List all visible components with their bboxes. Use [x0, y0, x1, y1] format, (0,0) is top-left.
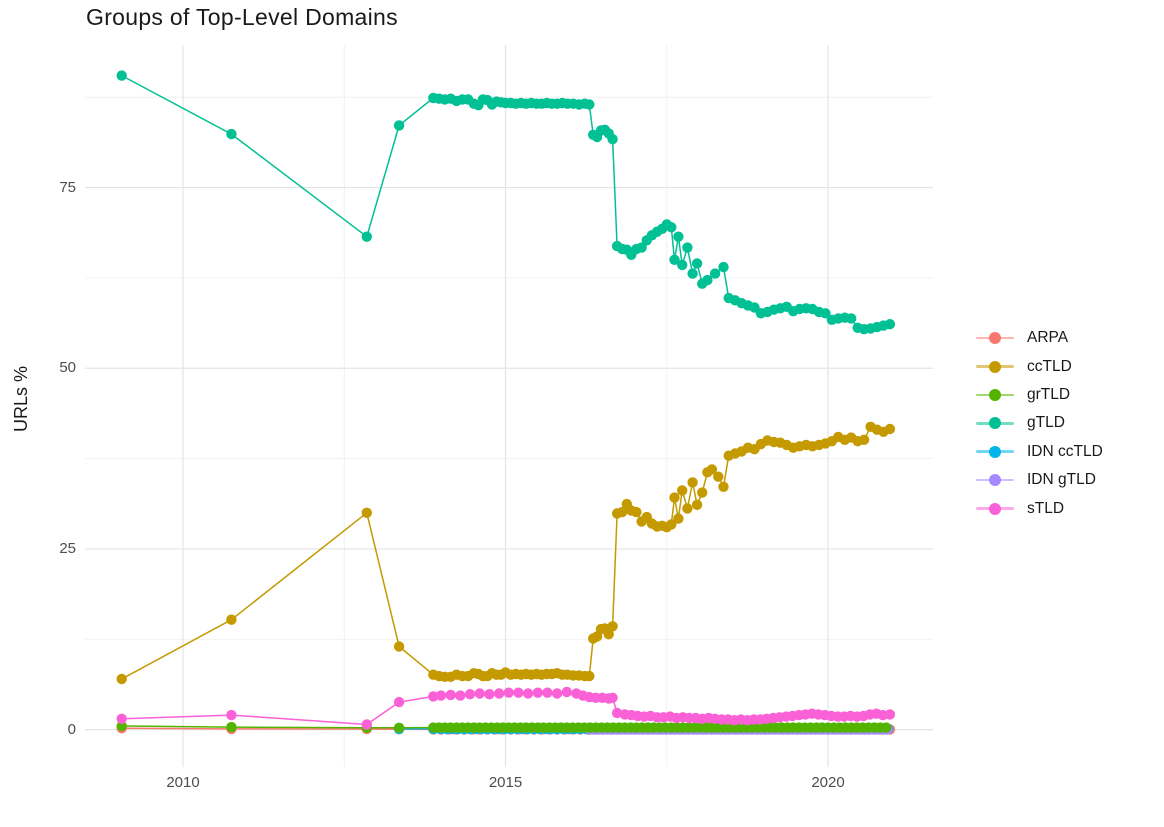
- legend-item-idn-cctld: IDN ccTLD: [976, 438, 1103, 466]
- legend-label: gTLD: [1027, 414, 1065, 432]
- legend-item-cctld: ccTLD: [976, 352, 1103, 380]
- legend-key-cctld-icon: [976, 357, 1014, 377]
- legend: ARPA ccTLD grTLD gTLD IDN ccTLD IDN gTLD…: [976, 324, 1103, 523]
- legend-label: IDN gTLD: [1027, 471, 1096, 489]
- x-tick-label-2010: 2010: [166, 774, 200, 791]
- legend-label: sTLD: [1027, 499, 1065, 517]
- legend-item-grtld: grTLD: [976, 381, 1103, 409]
- y-tick-label-50: 50: [59, 359, 76, 377]
- legend-label: ccTLD: [1027, 357, 1072, 375]
- x-tick-label-2015: 2015: [488, 774, 523, 791]
- legend-item-arpa: ARPA: [976, 324, 1103, 352]
- legend-label: IDN ccTLD: [1027, 442, 1103, 460]
- legend-label: ARPA: [1027, 329, 1069, 347]
- legend-key-stld-icon: [976, 499, 1014, 519]
- legend-key-idn-gtld-icon: [976, 470, 1014, 490]
- legend-key-arpa-icon: [976, 328, 1014, 348]
- legend-item-idn-gtld: IDN gTLD: [976, 466, 1103, 494]
- legend-key-idn-cctld-icon: [976, 442, 1014, 462]
- legend-label: grTLD: [1027, 385, 1071, 403]
- legend-key-gtld-icon: [976, 413, 1014, 433]
- chart-title: Groups of Top-Level Domains: [86, 4, 398, 30]
- legend-item-gtld: gTLD: [976, 409, 1103, 437]
- x-tick-label-2020: 2020: [811, 774, 845, 791]
- y-axis-title: URLs %: [11, 366, 31, 433]
- legend-item-stld: sTLD: [976, 494, 1103, 522]
- y-tick-label-25: 25: [59, 539, 76, 557]
- y-tick-label-0: 0: [67, 720, 76, 738]
- y-tick-label-75: 75: [59, 178, 76, 196]
- legend-key-grtld-icon: [976, 385, 1014, 405]
